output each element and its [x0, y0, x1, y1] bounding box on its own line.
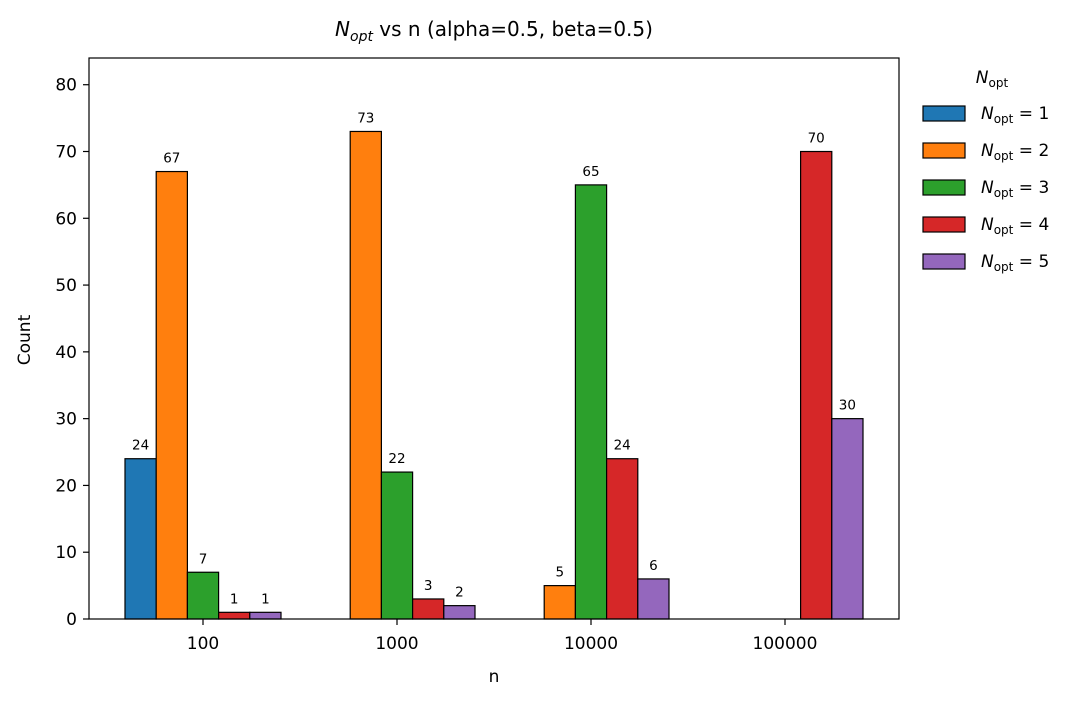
legend-title: Nopt [976, 68, 1009, 90]
legend-swatch-nopt-1 [922, 105, 966, 122]
data-label-10000-nopt-4: 24 [614, 438, 631, 454]
bar-1000-nopt-2 [349, 130, 383, 620]
data-label-100000-nopt-4: 70 [808, 131, 825, 147]
bar-1000-nopt-3 [380, 471, 414, 620]
data-label-1000-nopt-5: 2 [455, 585, 464, 601]
bar-10000-nopt-2 [543, 585, 577, 620]
x-axis: 100 1000 10000 100000 [187, 619, 818, 654]
data-label-1000-nopt-4: 3 [424, 578, 433, 594]
bar-10000-nopt-5 [637, 578, 670, 620]
bar-1000-nopt-5 [443, 605, 476, 620]
bar-100-nopt-5 [249, 611, 282, 620]
data-label-100-nopt-1: 24 [132, 438, 149, 454]
x-axis-label: n [489, 667, 500, 687]
plot-frame [88, 57, 900, 620]
legend-swatch-nopt-2 [922, 142, 966, 159]
y-axis: 0 10 20 30 40 50 60 70 80 [55, 76, 89, 630]
bar-100000-nopt-5 [831, 418, 864, 620]
y-tick-label: 10 [55, 543, 77, 563]
y-tick-label: 0 [66, 610, 77, 630]
bar-10000-nopt-3 [574, 184, 608, 620]
data-label-1000-nopt-2: 73 [357, 110, 374, 126]
x-tick-label: 10000 [564, 634, 618, 654]
legend-label-nopt-1: Nopt = 1 [981, 104, 1049, 126]
data-label-100-nopt-4: 1 [230, 591, 239, 607]
legend: Nopt Nopt = 1 Nopt = 2 Nopt = 3 Nopt = 4 Nop… [922, 68, 1049, 274]
legend-label-nopt-5: Nopt = 5 [981, 252, 1049, 274]
y-tick-label: 70 [55, 143, 77, 163]
bar-100-nopt-2 [155, 170, 188, 620]
legend-swatch-nopt-5 [922, 253, 966, 270]
y-tick-label: 20 [55, 476, 77, 496]
data-label-100-nopt-3: 7 [199, 551, 208, 567]
bar-100-nopt-4 [218, 611, 251, 620]
data-label-10000-nopt-2: 5 [556, 565, 565, 581]
x-tick-label: 1000 [375, 634, 418, 654]
y-tick-label: 40 [55, 343, 77, 363]
bar-100-nopt-1 [124, 458, 157, 620]
bar-1000-nopt-4 [412, 598, 445, 620]
data-label-1000-nopt-3: 22 [388, 451, 405, 467]
chart-title: Nopt vs n (alpha=0.5, beta=0.5) [335, 17, 653, 45]
y-axis-label: Count [15, 314, 35, 365]
legend-label-nopt-3: Nopt = 3 [981, 178, 1049, 200]
legend-label-nopt-2: Nopt = 2 [981, 141, 1049, 163]
x-tick-label: 100 [187, 634, 219, 654]
y-tick-label: 80 [55, 76, 77, 96]
legend-label-nopt-4: Nopt = 4 [981, 215, 1049, 237]
bars-layer [124, 130, 864, 620]
data-label-10000-nopt-3: 65 [582, 164, 599, 180]
legend-swatch-nopt-3 [922, 179, 966, 196]
legend-swatch-nopt-4 [922, 216, 966, 233]
bar-10000-nopt-4 [605, 458, 639, 620]
data-label-100-nopt-5: 1 [261, 591, 270, 607]
bar-100000-nopt-4 [799, 150, 833, 620]
data-label-100-nopt-2: 67 [163, 151, 180, 167]
data-label-100000-nopt-5: 30 [839, 398, 856, 414]
data-label-10000-nopt-5: 6 [649, 558, 658, 574]
y-tick-label: 30 [55, 410, 77, 430]
bar-100-nopt-3 [186, 571, 220, 620]
data-labels-layer: 24 67 73 5 7 22 65 1 3 24 70 1 2 6 30 [132, 110, 856, 607]
y-tick-label: 60 [55, 209, 77, 229]
x-tick-label: 100000 [753, 634, 818, 654]
y-tick-label: 50 [55, 276, 77, 296]
